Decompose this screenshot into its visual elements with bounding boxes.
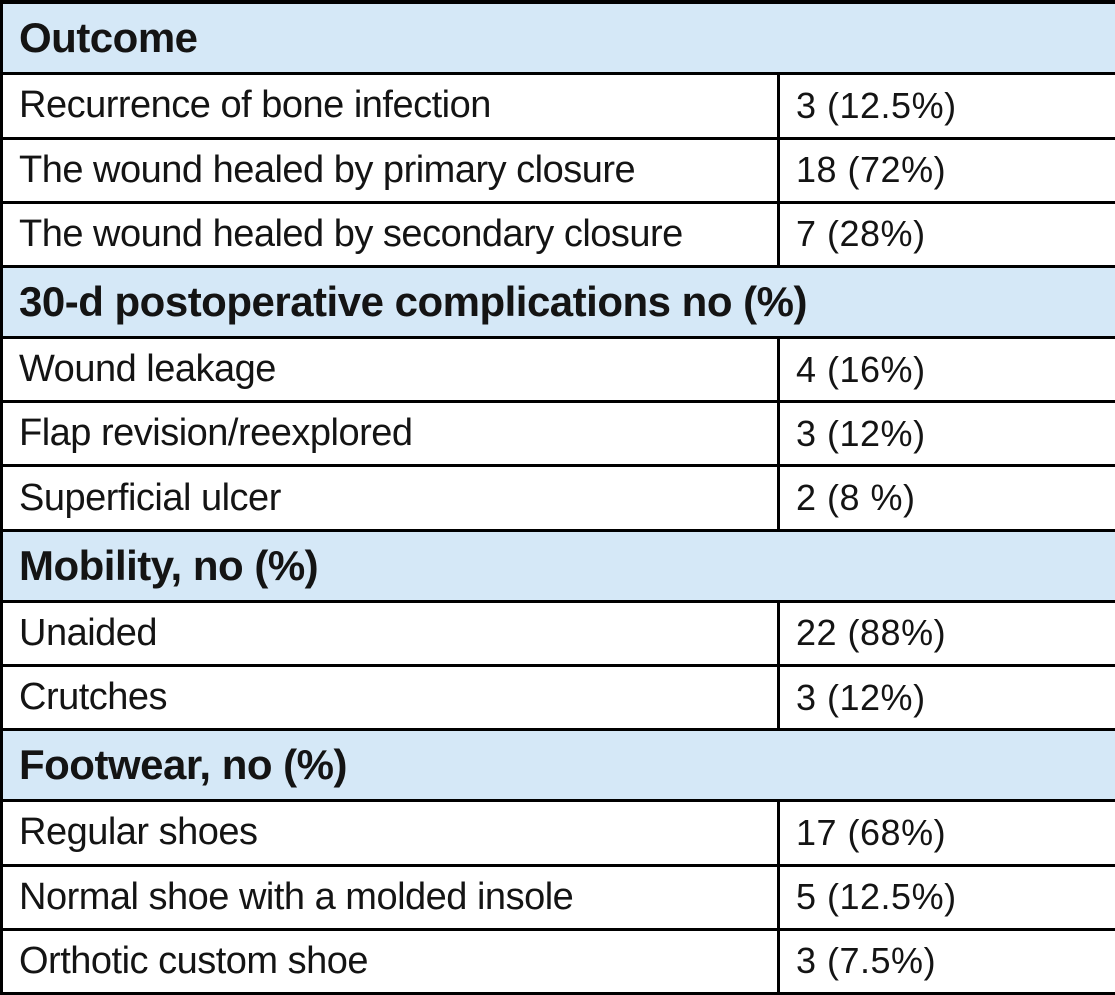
row-value: 22 (88%): [777, 599, 1115, 667]
row-value: 4 (16%): [777, 336, 1115, 404]
row-label: Regular shoes: [0, 799, 780, 867]
row-label: Wound leakage: [0, 336, 780, 404]
section-header-row-complications: 30-d postoperative complications no (%): [0, 264, 1115, 340]
table-row: Recurrence of bone infection 3 (12.5%): [0, 72, 1115, 140]
row-label: Unaided: [0, 599, 780, 667]
row-label: Normal shoe with a molded insole: [0, 863, 780, 931]
section-header-row-footwear: Footwear, no (%): [0, 728, 1115, 803]
table-row: The wound healed by secondary closure 7 …: [0, 200, 1115, 268]
row-value: 18 (72%): [777, 136, 1115, 204]
table-row: Regular shoes 17 (68%): [0, 799, 1115, 867]
section-title: Footwear, no (%): [0, 728, 1115, 803]
row-label: Flap revision/reexplored: [0, 400, 780, 468]
row-value: 3 (7.5%): [777, 927, 1115, 995]
section-header-row-outcome: Outcome: [0, 0, 1115, 76]
row-label: The wound healed by primary closure: [0, 136, 780, 204]
table-row: Superficial ulcer 2 (8 %): [0, 464, 1115, 532]
row-label: Recurrence of bone infection: [0, 72, 780, 140]
row-label: The wound healed by secondary closure: [0, 200, 780, 268]
row-value: 3 (12.5%): [777, 72, 1115, 140]
row-value: 3 (12%): [777, 400, 1115, 468]
row-label: Superficial ulcer: [0, 464, 780, 532]
table-row: Flap revision/reexplored 3 (12%): [0, 400, 1115, 468]
table-row: Wound leakage 4 (16%): [0, 336, 1115, 404]
row-value: 5 (12.5%): [777, 863, 1115, 931]
section-title: Mobility, no (%): [0, 528, 1115, 603]
table-row: Crutches 3 (12%): [0, 663, 1115, 732]
row-label: Crutches: [0, 663, 780, 732]
row-label: Orthotic custom shoe: [0, 927, 780, 995]
table-row: Orthotic custom shoe 3 (7.5%): [0, 927, 1115, 995]
row-value: 2 (8 %): [777, 464, 1115, 532]
row-value: 7 (28%): [777, 200, 1115, 268]
table-row: The wound healed by primary closure 18 (…: [0, 136, 1115, 204]
table-row: Unaided 22 (88%): [0, 599, 1115, 667]
section-title: 30-d postoperative complications no (%): [0, 264, 1115, 340]
section-header-row-mobility: Mobility, no (%): [0, 528, 1115, 603]
row-value: 17 (68%): [777, 799, 1115, 867]
section-title: Outcome: [0, 0, 1115, 76]
table-row: Normal shoe with a molded insole 5 (12.5…: [0, 863, 1115, 931]
row-value: 3 (12%): [777, 663, 1115, 732]
